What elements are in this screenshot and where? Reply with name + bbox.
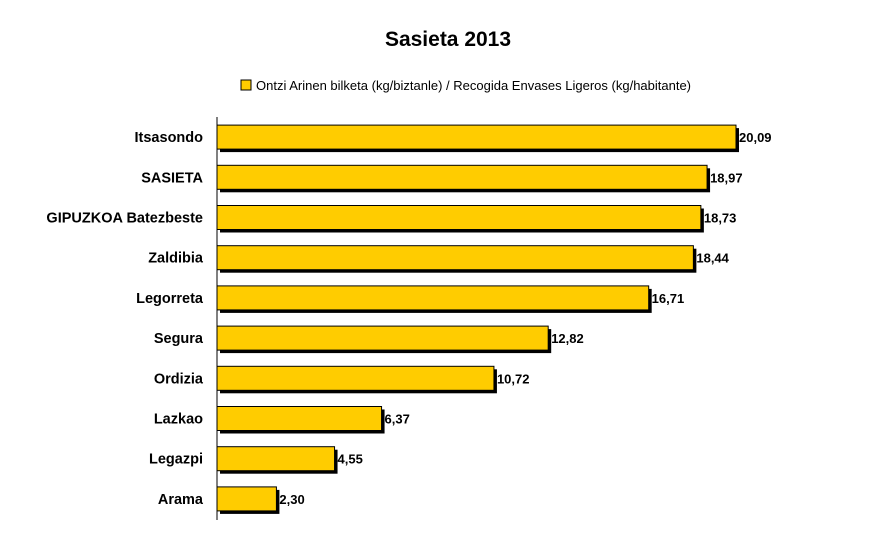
bar-legorreta (216, 285, 650, 311)
category-label: Zaldibia (148, 251, 204, 267)
category-label: Lazkao (154, 412, 203, 428)
bar-lazkao (216, 406, 383, 431)
data-label: 18,97 (710, 170, 743, 185)
bar-ordizia (216, 365, 495, 391)
data-label: 12,82 (551, 331, 584, 346)
bar-itsasondo (216, 124, 737, 150)
legend-label: Ontzi Arinen bilketa (kg/biztanle) / Rec… (256, 78, 691, 93)
data-label: 6,37 (385, 412, 410, 427)
data-label: 2,30 (279, 492, 304, 507)
bar-arama (216, 486, 277, 512)
category-label: GIPUZKOA Batezbeste (46, 211, 203, 227)
bar-segura (216, 325, 549, 351)
plot-area: Itsasondo SASIETA GIPUZKOA Batezbeste Zaldi… (46, 117, 772, 520)
category-label: Ordizia (154, 371, 204, 387)
bar-sasieta (216, 164, 708, 190)
category-label: Legazpi (149, 452, 203, 468)
category-label: Itsasondo (135, 130, 204, 146)
legend-swatch (240, 79, 252, 91)
bar-gipuzkoa-batezbeste (216, 205, 702, 230)
data-label: 18,44 (696, 251, 729, 266)
data-label: 4,55 (338, 452, 363, 467)
data-label: 16,71 (652, 291, 685, 306)
data-label: 18,73 (704, 211, 737, 226)
data-label: 10,72 (497, 371, 530, 386)
legend: Ontzi Arinen bilketa (kg/biztanle) / Rec… (240, 78, 691, 93)
category-label: SASIETA (141, 170, 203, 186)
category-label: Arama (158, 492, 204, 508)
chart-title: Sasieta 2013 (385, 28, 511, 51)
bar-legazpi (216, 446, 336, 472)
bar-zaldibia (216, 245, 694, 271)
data-label: 20,09 (739, 130, 772, 145)
category-label: Segura (154, 331, 204, 347)
category-label: Legorreta (136, 291, 204, 307)
